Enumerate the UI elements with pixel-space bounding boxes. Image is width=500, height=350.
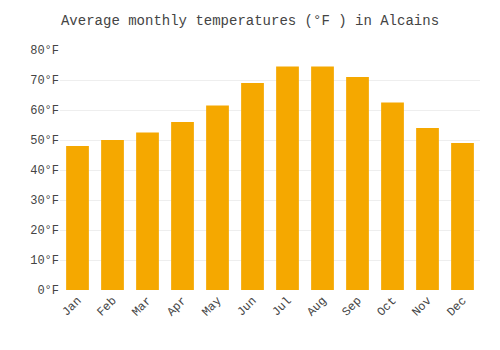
svg-text:70°F: 70°F xyxy=(30,74,59,88)
svg-text:40°F: 40°F xyxy=(30,164,59,178)
svg-text:0°F: 0°F xyxy=(37,284,59,298)
svg-text:Oct: Oct xyxy=(374,294,399,319)
svg-text:Average monthly temperatures (: Average monthly temperatures (°F ) in Al… xyxy=(61,13,439,29)
svg-text:80°F: 80°F xyxy=(30,44,59,58)
svg-text:Jan: Jan xyxy=(59,294,84,319)
svg-text:10°F: 10°F xyxy=(30,254,59,268)
svg-text:Dec: Dec xyxy=(444,294,469,319)
svg-text:50°F: 50°F xyxy=(30,134,59,148)
svg-text:Feb: Feb xyxy=(94,294,119,319)
svg-text:60°F: 60°F xyxy=(30,104,59,118)
svg-text:Jun: Jun xyxy=(234,294,259,319)
svg-text:30°F: 30°F xyxy=(30,194,59,208)
svg-text:Jul: Jul xyxy=(269,294,294,319)
svg-text:Mar: Mar xyxy=(129,294,154,319)
svg-text:Apr: Apr xyxy=(164,294,189,319)
svg-text:20°F: 20°F xyxy=(30,224,59,238)
svg-text:Nov: Nov xyxy=(409,294,434,319)
svg-text:Aug: Aug xyxy=(304,294,329,319)
svg-text:Sep: Sep xyxy=(339,294,364,319)
svg-text:May: May xyxy=(199,294,224,319)
